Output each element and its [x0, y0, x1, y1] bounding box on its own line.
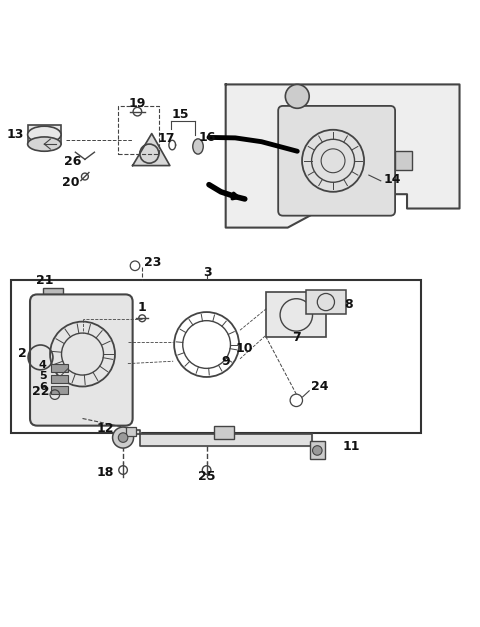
- Bar: [118, 106, 159, 154]
- Text: 24: 24: [311, 380, 328, 393]
- Text: 6: 6: [39, 382, 47, 392]
- Ellipse shape: [28, 137, 61, 151]
- Text: 12: 12: [96, 422, 114, 435]
- Bar: [306, 290, 347, 315]
- Text: 20: 20: [62, 176, 79, 189]
- Bar: [50, 386, 68, 394]
- Text: 19: 19: [129, 97, 146, 110]
- Text: 18: 18: [97, 466, 114, 479]
- Bar: [310, 441, 325, 459]
- Circle shape: [118, 433, 128, 443]
- FancyBboxPatch shape: [30, 295, 132, 426]
- Bar: [50, 364, 68, 372]
- Text: 23: 23: [144, 256, 161, 269]
- Bar: [50, 374, 68, 382]
- Polygon shape: [132, 134, 170, 166]
- Text: 25: 25: [198, 470, 216, 483]
- Bar: [28, 125, 61, 144]
- Bar: [266, 292, 326, 337]
- Ellipse shape: [28, 126, 61, 143]
- Text: 4: 4: [39, 360, 47, 370]
- Text: 22: 22: [32, 384, 49, 398]
- Bar: [214, 426, 234, 438]
- Bar: [11, 280, 421, 433]
- Text: 21: 21: [36, 274, 53, 287]
- Text: 11: 11: [343, 440, 360, 453]
- Text: 10: 10: [235, 342, 253, 355]
- Bar: [126, 426, 136, 436]
- Text: 16: 16: [199, 131, 216, 144]
- Text: 5: 5: [39, 371, 47, 381]
- FancyBboxPatch shape: [278, 106, 395, 216]
- Text: 2: 2: [18, 347, 27, 361]
- Text: 1: 1: [138, 300, 146, 314]
- Circle shape: [113, 427, 133, 448]
- Text: 17: 17: [157, 132, 175, 145]
- Text: 3: 3: [203, 266, 212, 279]
- Text: 7: 7: [292, 331, 300, 344]
- Circle shape: [312, 446, 322, 455]
- Bar: [395, 151, 412, 171]
- Ellipse shape: [193, 139, 203, 154]
- Text: 15: 15: [171, 108, 189, 121]
- Polygon shape: [130, 430, 322, 456]
- Text: 9: 9: [222, 354, 230, 367]
- Polygon shape: [226, 85, 459, 228]
- Text: 26: 26: [64, 155, 82, 168]
- Text: 8: 8: [345, 298, 353, 311]
- Bar: [43, 288, 63, 297]
- Circle shape: [285, 85, 309, 108]
- Text: 14: 14: [383, 173, 401, 186]
- Text: 13: 13: [7, 128, 24, 141]
